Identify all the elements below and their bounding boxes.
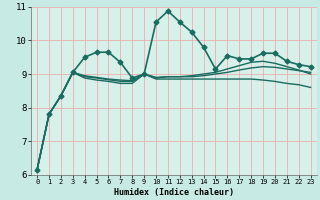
X-axis label: Humidex (Indice chaleur): Humidex (Indice chaleur) [114,188,234,197]
